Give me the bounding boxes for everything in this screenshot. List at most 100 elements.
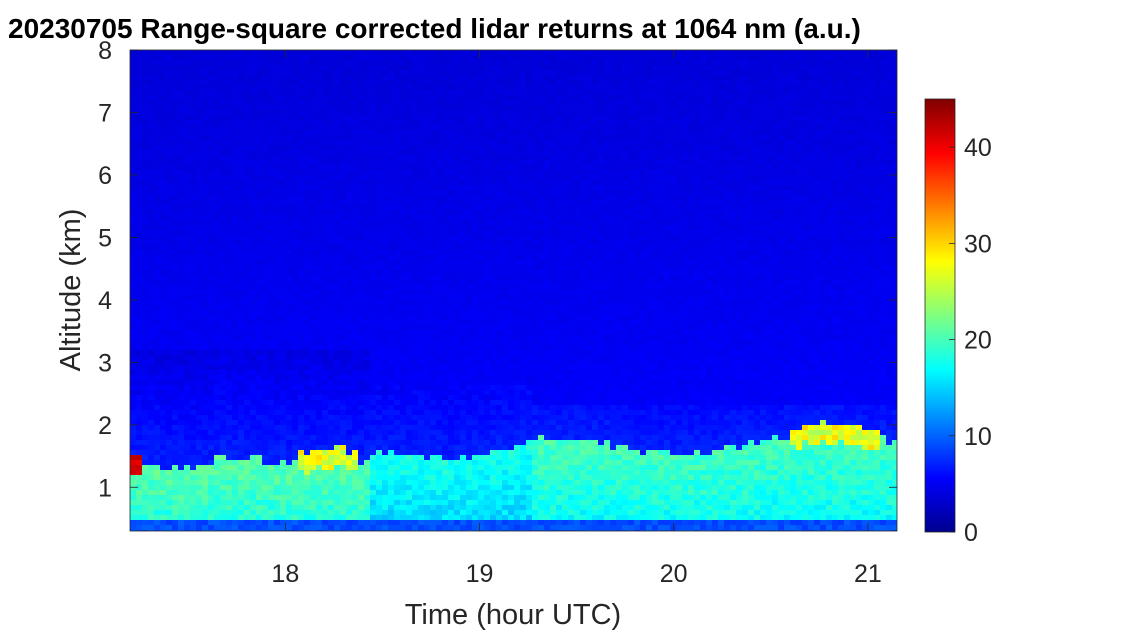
- heatmap-cell: [406, 340, 413, 346]
- heatmap-cell: [412, 315, 419, 321]
- heatmap-cell: [172, 440, 179, 446]
- heatmap-cell: [160, 105, 167, 111]
- heatmap-cell: [202, 130, 209, 136]
- heatmap-cell: [424, 225, 431, 231]
- heatmap-cell: [322, 375, 329, 381]
- heatmap-cell: [220, 430, 227, 436]
- heatmap-cell: [166, 210, 173, 216]
- heatmap-cell: [202, 425, 209, 431]
- heatmap-cell: [196, 125, 203, 131]
- heatmap-cell: [418, 60, 425, 66]
- heatmap-cell: [316, 170, 323, 176]
- heatmap-cell: [394, 480, 401, 486]
- heatmap-cell: [352, 145, 359, 151]
- heatmap-cell: [322, 245, 329, 251]
- heatmap-cell: [154, 310, 161, 316]
- heatmap-cell: [262, 340, 269, 346]
- heatmap-cell: [346, 75, 353, 81]
- heatmap-cell: [406, 355, 413, 361]
- heatmap-cell: [316, 410, 323, 416]
- heatmap-cell: [394, 220, 401, 226]
- heatmap-cell: [190, 110, 197, 116]
- heatmap-cell: [304, 380, 311, 386]
- heatmap-cell: [202, 350, 209, 356]
- heatmap-cell: [226, 445, 233, 451]
- heatmap-cell: [424, 415, 431, 421]
- heatmap-cell: [376, 115, 383, 121]
- heatmap-cell: [268, 215, 275, 221]
- heatmap-cell: [274, 170, 281, 176]
- heatmap-cell: [262, 265, 269, 271]
- heatmap-cell: [256, 80, 263, 86]
- heatmap-cell: [430, 395, 437, 401]
- heatmap-cell: [226, 150, 233, 156]
- heatmap-cell: [430, 420, 437, 426]
- heatmap-cell: [340, 120, 347, 126]
- heatmap-cell: [400, 440, 407, 446]
- heatmap-cell: [160, 205, 167, 211]
- heatmap-cell: [142, 245, 149, 251]
- heatmap-cell: [286, 385, 293, 391]
- heatmap-cell: [406, 150, 413, 156]
- heatmap-cell: [274, 460, 281, 466]
- heatmap-cell: [382, 175, 389, 181]
- heatmap-cell: [352, 280, 359, 286]
- heatmap-cell: [238, 425, 245, 431]
- heatmap-cell: [292, 250, 299, 256]
- heatmap-cell: [250, 435, 257, 441]
- heatmap-cell: [418, 250, 425, 256]
- heatmap-cell: [274, 310, 281, 316]
- heatmap-cell: [412, 245, 419, 251]
- heatmap-cell: [340, 260, 347, 266]
- heatmap-cell: [148, 305, 155, 311]
- heatmap-cell: [388, 445, 395, 451]
- heatmap-cell: [394, 190, 401, 196]
- heatmap-cell: [256, 390, 263, 396]
- heatmap-cell: [394, 385, 401, 391]
- heatmap-cell: [136, 130, 143, 136]
- heatmap-cell: [256, 250, 263, 256]
- heatmap-cell: [310, 80, 317, 86]
- heatmap-cell: [142, 220, 149, 226]
- heatmap-cell: [280, 380, 287, 386]
- heatmap-cell: [220, 85, 227, 91]
- heatmap-cell: [292, 325, 299, 331]
- heatmap-cell: [370, 105, 377, 111]
- heatmap-cell: [376, 335, 383, 341]
- heatmap-cell: [232, 405, 239, 411]
- heatmap-cell: [436, 90, 443, 96]
- heatmap-cell: [154, 495, 161, 501]
- heatmap-cell: [142, 55, 149, 61]
- heatmap-cell: [418, 180, 425, 186]
- heatmap-cell: [382, 170, 389, 176]
- heatmap-cell: [226, 295, 233, 301]
- heatmap-cell: [136, 235, 143, 241]
- heatmap-cell: [310, 345, 317, 351]
- heatmap-cell: [430, 270, 437, 276]
- heatmap-cell: [340, 180, 347, 186]
- heatmap-cell: [130, 80, 137, 86]
- heatmap-cell: [202, 200, 209, 206]
- heatmap-cell: [412, 75, 419, 81]
- heatmap-cell: [172, 450, 179, 456]
- heatmap-cell: [436, 50, 443, 56]
- heatmap-cell: [430, 135, 437, 141]
- heatmap-cell: [142, 95, 149, 101]
- heatmap-cell: [208, 345, 215, 351]
- heatmap-cell: [346, 265, 353, 271]
- heatmap-cell: [202, 160, 209, 166]
- heatmap-cell: [370, 450, 377, 456]
- heatmap-cell: [232, 80, 239, 86]
- heatmap-cell: [394, 350, 401, 356]
- heatmap-cell: [190, 445, 197, 451]
- heatmap-cell: [130, 495, 137, 501]
- heatmap-cell: [394, 75, 401, 81]
- heatmap-cell: [238, 500, 245, 506]
- heatmap-cell: [298, 245, 305, 251]
- heatmap-cell: [154, 225, 161, 231]
- heatmap-cell: [256, 350, 263, 356]
- heatmap-cell: [280, 425, 287, 431]
- heatmap-cell: [412, 105, 419, 111]
- heatmap-cell: [346, 375, 353, 381]
- heatmap-cell: [292, 305, 299, 311]
